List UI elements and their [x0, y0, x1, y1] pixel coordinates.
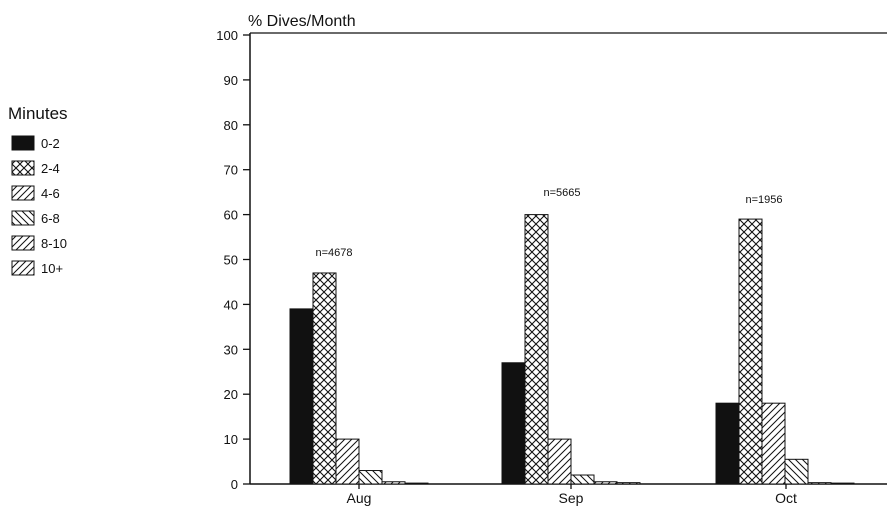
legend-title: Minutes — [8, 104, 68, 123]
y-axis-title: % Dives/Month — [248, 13, 356, 30]
y-tick-label: 50 — [224, 253, 238, 268]
bar-oct-4-6 — [761, 402, 786, 485]
legend-label: 0-2 — [41, 136, 60, 151]
legend-label: 4-6 — [41, 186, 60, 201]
bar-aug-4-6 — [335, 438, 360, 485]
bar-oct-0-2 — [715, 402, 740, 485]
y-axis-ticks: 0 10 20 30 40 50 60 70 80 90 100 — [216, 28, 250, 492]
legend-label: 10+ — [41, 261, 63, 276]
bar-sep-0-2 — [501, 362, 526, 485]
legend-label: 8-10 — [41, 236, 67, 251]
bar-sep-2-4 — [524, 214, 549, 485]
bar-oct-10plus — [830, 482, 855, 485]
legend-swatch — [11, 235, 35, 251]
legend-label: 2-4 — [41, 161, 60, 176]
annotations: n=4678 n=5665 n=1956 — [315, 187, 782, 259]
bar-aug-10plus — [404, 482, 429, 485]
legend-swatch — [11, 260, 35, 276]
bar-sep-4-6 — [547, 438, 572, 485]
sample-size-annotation: n=4678 — [315, 247, 352, 259]
category-labels: Aug Sep Oct — [347, 484, 797, 506]
y-tick-label: 20 — [224, 387, 238, 402]
bar-sep-6-8 — [570, 474, 595, 485]
legend: Minutes 0-2 2-4 4-6 6-8 8-10 10+ — [8, 104, 68, 276]
legend-swatch — [11, 135, 35, 151]
legend-swatch — [11, 210, 35, 226]
y-tick-label: 0 — [231, 477, 238, 492]
x-tick-label: Sep — [559, 490, 584, 506]
bar-aug-6-8 — [358, 470, 383, 485]
y-tick-label: 40 — [224, 297, 238, 312]
sample-size-annotation: n=1956 — [745, 194, 782, 206]
bars-group — [289, 214, 855, 485]
y-tick-label: 30 — [224, 342, 238, 357]
y-tick-label: 80 — [224, 118, 238, 133]
bar-oct-8-10 — [807, 482, 832, 485]
y-tick-label: 70 — [224, 163, 238, 178]
bar-sep-10plus — [616, 482, 641, 485]
legend-swatch — [11, 185, 35, 201]
x-tick-label: Aug — [347, 490, 372, 506]
y-tick-label: 60 — [224, 208, 238, 223]
x-tick-label: Oct — [775, 490, 797, 506]
legend-label: 6-8 — [41, 211, 60, 226]
y-tick-label: 100 — [216, 28, 238, 43]
y-tick-label: 10 — [224, 432, 238, 447]
bar-aug-2-4 — [312, 272, 337, 485]
bar-aug-0-2 — [289, 308, 314, 485]
bar-aug-8-10 — [381, 481, 406, 485]
bar-sep-8-10 — [593, 481, 618, 485]
bar-oct-6-8 — [784, 458, 809, 485]
bar-oct-2-4 — [738, 218, 763, 485]
legend-items: 0-2 2-4 4-6 6-8 8-10 10+ — [11, 135, 67, 276]
y-tick-label: 90 — [224, 73, 238, 88]
legend-swatch — [11, 160, 35, 176]
sample-size-annotation: n=5665 — [543, 187, 580, 199]
